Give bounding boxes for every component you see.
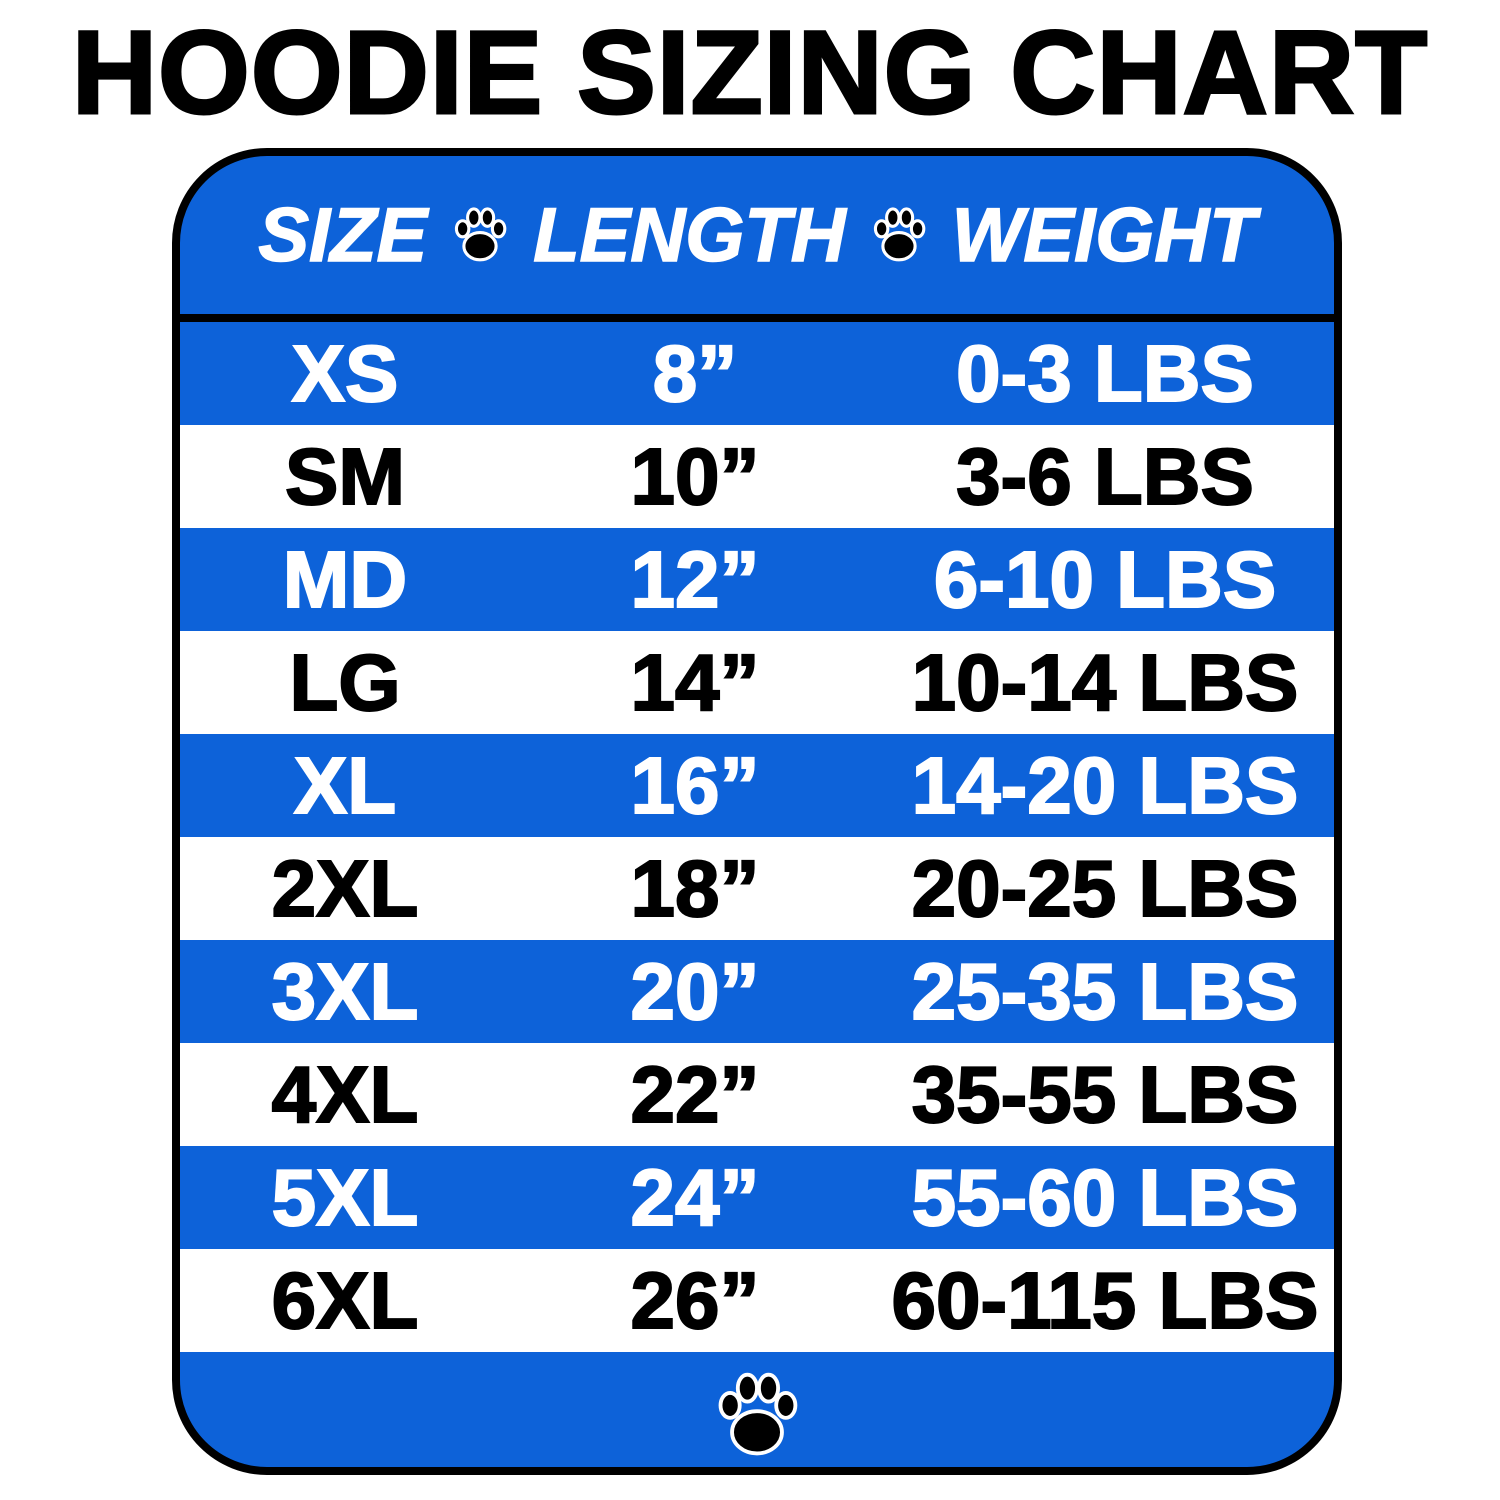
paw-icon — [718, 1372, 798, 1455]
weight-cell: 55-60 LBS — [911, 1152, 1300, 1243]
size-cell: 6XL — [271, 1255, 420, 1346]
weight-cell: 10-14 LBS — [911, 637, 1300, 728]
size-cell: MD — [282, 534, 408, 625]
weight-cell: 14-20 LBS — [911, 740, 1300, 831]
length-cell: 16” — [630, 740, 761, 831]
length-cell: 14” — [630, 637, 761, 728]
length-cell: 24” — [630, 1152, 761, 1243]
size-cell: XL — [293, 740, 397, 831]
weight-cell: 20-25 LBS — [911, 843, 1300, 934]
header-weight: WEIGHT — [951, 192, 1256, 279]
sizing-table: SIZE LENGTH WEIGHT XS 8” 0-3 LBS SM 10” 3-6 L… — [172, 148, 1342, 1475]
header-size: SIZE — [258, 192, 428, 279]
length-cell: 26” — [630, 1255, 761, 1346]
table-row: 6XL 26” 60-115 LBS — [180, 1249, 1334, 1352]
table-header: SIZE LENGTH WEIGHT — [180, 156, 1334, 322]
size-cell: 5XL — [271, 1152, 420, 1243]
table-footer — [180, 1352, 1334, 1467]
size-cell: XS — [291, 328, 400, 419]
table-row: SM 10” 3-6 LBS — [180, 425, 1334, 528]
page-title: HOODIE SIZING CHART — [70, 7, 1429, 140]
length-cell: 20” — [630, 946, 761, 1037]
length-cell: 18” — [630, 843, 761, 934]
paw-icon — [455, 207, 507, 262]
weight-cell: 35-55 LBS — [911, 1049, 1300, 1140]
header-length: LENGTH — [532, 192, 846, 279]
size-cell: LG — [288, 637, 401, 728]
table-row: 5XL 24” 55-60 LBS — [180, 1146, 1334, 1249]
table-row: LG 14” 10-14 LBS — [180, 631, 1334, 734]
table-row: MD 12” 6-10 LBS — [180, 528, 1334, 631]
length-cell: 12” — [630, 534, 761, 625]
table-row: 2XL 18” 20-25 LBS — [180, 837, 1334, 940]
weight-cell: 0-3 LBS — [955, 328, 1255, 419]
table-row: 4XL 22” 35-55 LBS — [180, 1043, 1334, 1146]
weight-cell: 25-35 LBS — [911, 946, 1300, 1037]
length-cell: 8” — [652, 328, 739, 419]
table-row: XL 16” 14-20 LBS — [180, 734, 1334, 837]
length-cell: 22” — [630, 1049, 761, 1140]
weight-cell: 6-10 LBS — [933, 534, 1277, 625]
size-cell: 3XL — [271, 946, 420, 1037]
weight-cell: 3-6 LBS — [955, 431, 1255, 522]
paw-icon — [873, 207, 926, 262]
weight-cell: 60-115 LBS — [891, 1255, 1320, 1346]
table-row: 3XL 20” 25-35 LBS — [180, 940, 1334, 1043]
table-row: XS 8” 0-3 LBS — [180, 322, 1334, 425]
size-cell: 4XL — [271, 1049, 420, 1140]
size-cell: SM — [284, 431, 406, 522]
length-cell: 10” — [630, 431, 761, 522]
size-cell: 2XL — [271, 843, 420, 934]
